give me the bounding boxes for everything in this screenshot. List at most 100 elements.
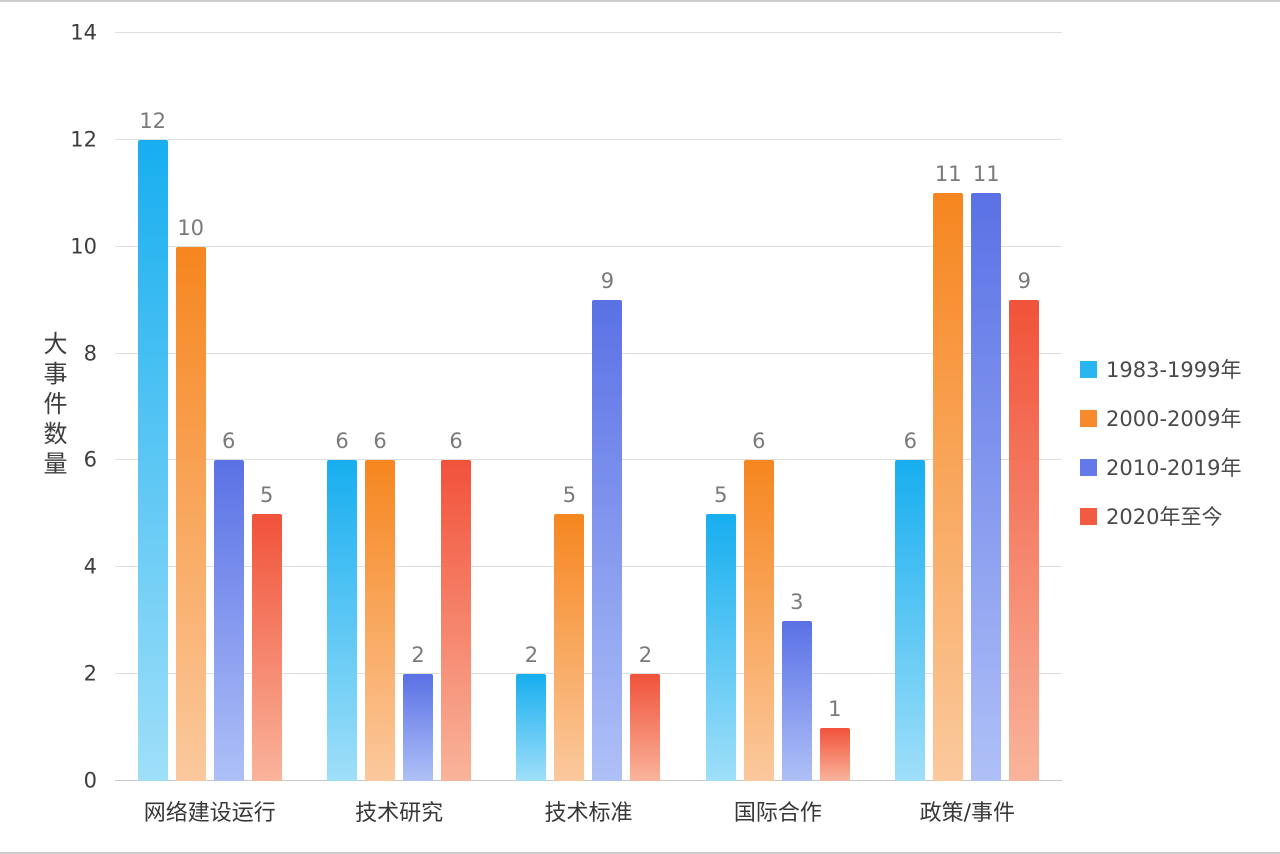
bar xyxy=(933,193,964,781)
bar-value-label: 6 xyxy=(752,429,766,454)
x-axis-line xyxy=(115,780,1062,781)
y-tick-label: 12 xyxy=(70,127,97,152)
bar-value-label: 6 xyxy=(335,429,349,454)
legend-label: 1983-1999年 xyxy=(1106,358,1242,382)
bar xyxy=(554,513,585,781)
bar-with-label: 12 xyxy=(137,33,168,781)
gridline xyxy=(115,138,1062,140)
bar xyxy=(137,139,168,781)
bar xyxy=(781,620,812,781)
bar-value-label: 10 xyxy=(177,215,205,240)
bar-with-label: 5 xyxy=(251,33,282,781)
bar-with-label: 2 xyxy=(630,33,661,781)
bar-value-label: 6 xyxy=(373,429,387,454)
bar xyxy=(365,460,396,781)
bar-with-label: 6 xyxy=(327,33,358,781)
bar xyxy=(175,246,206,781)
bar-with-label: 5 xyxy=(705,33,736,781)
plot-area: 12 10 6 5 6 6 2 6 2 5 9 2 5 6 3 1 6 11 11 9 xyxy=(115,32,1062,781)
bar-value-label: 2 xyxy=(638,643,653,668)
legend-item: 2020年至今 xyxy=(1080,501,1241,531)
y-tick-label: 2 xyxy=(83,661,97,686)
legend-item: 2010-2019年 xyxy=(1080,452,1241,482)
legend-label: 2020年至今 xyxy=(1106,505,1223,529)
legend: 1983-1999年 2000-2009年 2010-2019年 2020年至今 xyxy=(1080,354,1241,550)
bar-with-label: 6 xyxy=(365,33,396,781)
bar-with-label: 9 xyxy=(592,33,623,781)
legend-label: 2010-2019年 xyxy=(1106,456,1242,480)
gridline xyxy=(115,245,1062,247)
bar xyxy=(895,460,926,781)
bar xyxy=(971,193,1002,781)
y-axis-title: 大事件数量 xyxy=(39,331,67,481)
y-tick-label: 14 xyxy=(70,20,97,45)
bar xyxy=(251,513,282,781)
y-tick-label: 8 xyxy=(83,341,97,366)
bar-with-label: 10 xyxy=(175,33,206,781)
bar xyxy=(630,674,661,781)
bar-value-label: 6 xyxy=(449,429,463,454)
legend-item: 2000-2009年 xyxy=(1080,403,1241,433)
bar-value-label: 5 xyxy=(260,482,274,507)
x-category-label: 政策/事件 xyxy=(919,801,1016,826)
bar-value-label: 1 xyxy=(828,696,842,721)
bar-with-label: 11 xyxy=(933,33,964,781)
legend-swatch-icon xyxy=(1080,360,1097,378)
bar-value-label: 9 xyxy=(1017,269,1031,294)
gridline xyxy=(115,32,1062,33)
y-tick-label: 4 xyxy=(83,554,97,579)
bar-with-label: 6 xyxy=(743,33,774,781)
y-tick-label: 10 xyxy=(70,234,97,259)
bar xyxy=(441,460,472,781)
legend-swatch-icon xyxy=(1080,458,1097,476)
x-category-label: 技术研究 xyxy=(355,801,444,826)
y-tick-label: 6 xyxy=(83,447,97,472)
bar-value-label: 2 xyxy=(524,643,539,668)
bar xyxy=(592,300,623,781)
bar-with-label: 3 xyxy=(781,33,812,781)
bar-group: 2 5 9 2 xyxy=(512,33,664,781)
bar-with-label: 6 xyxy=(213,33,244,781)
x-category-label: 国际合作 xyxy=(733,801,822,826)
bar xyxy=(516,674,547,781)
bar xyxy=(1009,300,1040,781)
bar-value-label: 11 xyxy=(934,162,962,187)
bar-value-label: 6 xyxy=(903,429,917,454)
x-category-label: 网络建设运行 xyxy=(143,801,276,826)
x-category-label: 技术标准 xyxy=(544,801,633,826)
bar-group: 12 10 6 5 xyxy=(134,33,286,781)
bar-with-label: 11 xyxy=(971,33,1002,781)
gridline xyxy=(115,352,1062,354)
bar-with-label: 9 xyxy=(1009,33,1040,781)
bar-value-label: 9 xyxy=(600,269,615,294)
bar xyxy=(705,513,736,781)
legend-item: 1983-1999年 xyxy=(1080,354,1241,384)
bar-value-label: 5 xyxy=(714,482,728,507)
bar xyxy=(403,674,434,781)
bar-with-label: 6 xyxy=(441,33,472,781)
bar xyxy=(213,460,244,781)
bar xyxy=(743,460,774,781)
bar-group: 6 11 11 9 xyxy=(891,33,1043,781)
legend-swatch-icon xyxy=(1080,409,1097,427)
gridline xyxy=(115,673,1062,675)
bar-with-label: 6 xyxy=(895,33,926,781)
bar xyxy=(327,460,358,781)
bar-with-label: 1 xyxy=(819,33,850,781)
bar xyxy=(819,727,850,781)
gridline xyxy=(115,459,1062,461)
bar-value-label: 12 xyxy=(139,108,167,133)
y-tick-label: 0 xyxy=(83,768,97,793)
bar-value-label: 3 xyxy=(790,589,804,614)
legend-swatch-icon xyxy=(1080,507,1097,525)
bar-with-label: 2 xyxy=(403,33,434,781)
y-axis: 0 2 4 6 8 10 12 14 xyxy=(50,22,105,791)
bar-value-label: 11 xyxy=(972,162,1000,187)
bar-group: 5 6 3 1 xyxy=(702,33,854,781)
bar-value-label: 6 xyxy=(222,429,236,454)
bar-value-label: 2 xyxy=(411,643,425,668)
bar-value-label: 5 xyxy=(562,482,577,507)
bar-groups: 12 10 6 5 6 6 2 6 2 5 9 2 5 6 3 1 6 11 11 9 xyxy=(115,33,1062,781)
